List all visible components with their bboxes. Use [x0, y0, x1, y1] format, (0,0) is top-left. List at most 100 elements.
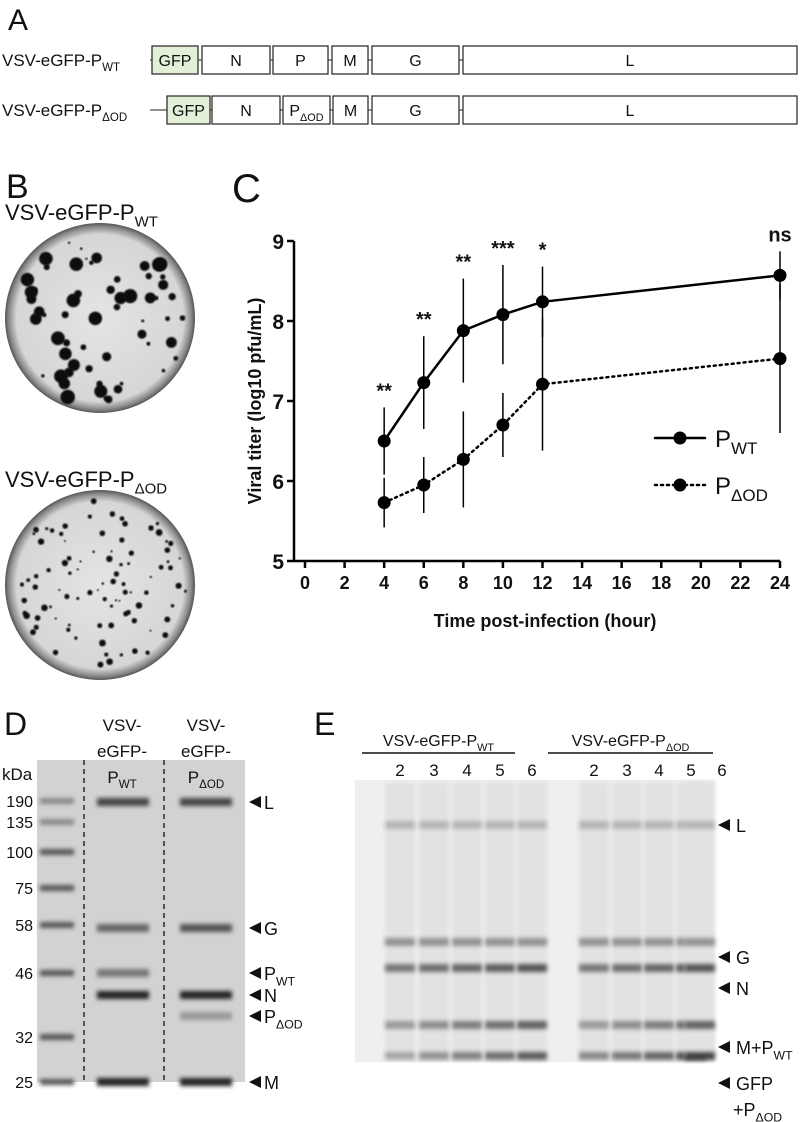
gene-label: G	[409, 103, 421, 120]
gel-band	[452, 938, 482, 946]
x-tick-label: 4	[379, 573, 389, 593]
band-arrow	[718, 1077, 730, 1089]
gel-band	[97, 798, 149, 806]
band-label: N	[264, 986, 277, 1006]
gel-band	[644, 964, 674, 972]
ladder-label: 32	[15, 1030, 33, 1047]
group-header: VSV-eGFP-PWT	[383, 733, 495, 754]
gel-band	[579, 938, 609, 946]
plaque	[19, 582, 25, 587]
plaque	[92, 550, 95, 554]
plaque	[62, 523, 68, 529]
y-tick-label: 9	[272, 231, 284, 254]
gel-band	[612, 821, 642, 829]
band-label-main: G	[264, 919, 278, 939]
ladder-label: 58	[15, 918, 33, 935]
plaque	[158, 564, 164, 570]
gene-label: N	[230, 53, 242, 70]
lane-number: 6	[527, 761, 536, 780]
gene-box	[331, 45, 369, 75]
plaque	[119, 537, 125, 543]
plaque	[161, 368, 166, 373]
plaque	[141, 319, 145, 323]
ladder-label: 135	[6, 815, 33, 832]
plaque	[51, 331, 65, 346]
plaque	[110, 578, 117, 585]
plaque	[46, 567, 51, 573]
plaque	[106, 658, 113, 666]
plaque	[109, 511, 116, 517]
lane-number: 6	[717, 761, 726, 780]
plaque	[155, 529, 163, 536]
band-label: G	[736, 948, 750, 968]
group-header: VSV-eGFP-PΔOD	[572, 733, 690, 754]
band-label-sub: WT	[276, 974, 296, 988]
gel-band	[385, 938, 415, 946]
legend-sub: ΔOD	[731, 486, 768, 505]
construct-name-main: VSV-eGFP-P	[2, 101, 102, 120]
gel-band	[485, 964, 515, 972]
plaque	[67, 241, 71, 245]
lane-number: 2	[395, 761, 404, 780]
plaque	[162, 632, 169, 638]
legend-label: PΔOD	[715, 473, 768, 505]
significance: **	[376, 380, 392, 402]
plaque	[165, 539, 169, 543]
band-label-main: M+P	[736, 1038, 774, 1058]
gene-label-main: M	[343, 53, 356, 70]
plaque	[145, 272, 152, 280]
legend-label: PWT	[715, 426, 757, 458]
band-label-main: N	[736, 979, 749, 999]
band-arrow	[249, 989, 261, 1001]
gel-band	[685, 938, 715, 946]
plaque	[32, 532, 36, 536]
y-tick-label: 7	[272, 391, 284, 414]
y-tick-label: 5	[272, 551, 284, 574]
significance: **	[456, 252, 472, 274]
plaque	[168, 540, 174, 547]
band-label: PWT	[264, 964, 296, 988]
gene-box	[462, 95, 798, 125]
plaque	[121, 582, 126, 587]
gel-band	[419, 938, 449, 946]
band-label: L	[264, 793, 274, 813]
plaque	[69, 257, 84, 271]
plaque	[113, 303, 121, 311]
plate-label: VSV-eGFP-PΔOD	[5, 467, 167, 498]
data-point	[536, 377, 549, 391]
plaque	[110, 550, 113, 553]
gene-box	[211, 95, 281, 125]
plaque	[139, 261, 150, 272]
gel-band	[685, 964, 715, 972]
plaque	[164, 616, 171, 623]
plaque	[61, 311, 69, 319]
x-tick-label: 12	[532, 573, 552, 593]
data-point	[456, 324, 470, 338]
plaque	[22, 610, 28, 616]
plaque	[74, 636, 78, 640]
lane-number: 4	[462, 761, 471, 780]
plaque	[106, 285, 115, 295]
lane-number: 3	[622, 761, 631, 780]
gel-band	[579, 1021, 609, 1029]
plaque	[119, 516, 125, 521]
gel-band	[385, 964, 415, 972]
gel-band	[644, 1021, 674, 1029]
gel-band	[485, 1052, 515, 1060]
plaque	[113, 571, 120, 577]
gene-label: P	[295, 53, 306, 70]
band-arrow	[718, 951, 730, 963]
data-point	[496, 308, 510, 322]
x-tick-label: 2	[340, 573, 350, 593]
gene-box	[462, 45, 798, 75]
plaque	[63, 539, 67, 543]
plaque	[88, 311, 103, 326]
plaque	[165, 336, 177, 348]
plate-label-main: VSV-eGFP-P	[5, 200, 135, 225]
panel-label: D	[4, 706, 27, 742]
gel-band	[97, 1078, 149, 1086]
plaque	[89, 260, 94, 266]
plaque	[148, 525, 154, 531]
band-label-main: +P	[733, 1100, 756, 1120]
lane-number: 4	[654, 761, 663, 780]
